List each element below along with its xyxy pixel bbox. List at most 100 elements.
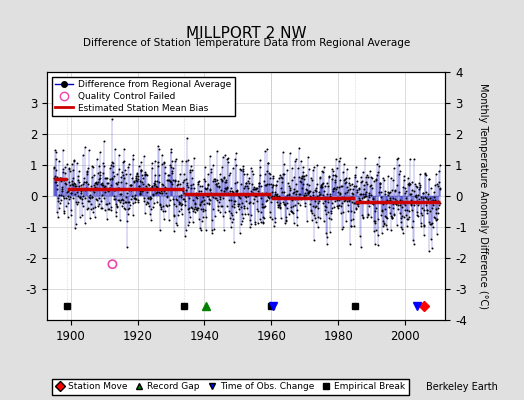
Point (205, 186, 214, 192)
Point (238, 217, 246, 224)
Point (199, 214, 207, 220)
Point (315, 215, 324, 221)
Point (95, 195, 104, 201)
Point (254, 219, 263, 226)
Point (190, 184, 199, 191)
Point (335, 197, 343, 203)
Point (279, 198, 287, 205)
Point (288, 165, 297, 172)
Point (111, 208, 119, 215)
Point (166, 178, 174, 184)
Point (425, 248, 434, 254)
Point (334, 202, 342, 209)
Point (323, 180, 332, 186)
Point (237, 166, 245, 173)
Point (301, 195, 310, 202)
Point (260, 204, 268, 210)
Point (376, 189, 385, 196)
Point (385, 190, 393, 196)
Point (108, 158, 117, 165)
Point (93, 197, 101, 204)
Point (401, 195, 410, 201)
Point (305, 182, 314, 188)
Point (214, 192, 223, 198)
Point (425, 176, 433, 182)
Point (369, 195, 377, 202)
Point (249, 171, 258, 177)
Point (213, 177, 221, 183)
Point (185, 209, 194, 215)
Point (311, 204, 319, 210)
Point (298, 184, 306, 191)
Point (220, 175, 228, 181)
Point (414, 202, 422, 208)
Point (143, 185, 151, 192)
Point (410, 188, 419, 194)
Point (84, 180, 93, 187)
Point (114, 197, 122, 203)
Point (112, 212, 121, 219)
Point (400, 173, 409, 180)
Point (285, 192, 293, 198)
Point (350, 182, 358, 189)
Point (116, 199, 125, 205)
Point (244, 185, 252, 192)
Point (51, 179, 59, 186)
Point (381, 206, 389, 212)
Point (78, 212, 86, 218)
Point (95, 171, 104, 178)
Point (399, 199, 407, 206)
Point (378, 218, 387, 224)
Point (275, 202, 283, 209)
Point (124, 205, 133, 212)
Point (199, 208, 207, 214)
Point (280, 161, 289, 167)
Point (311, 214, 319, 221)
Point (390, 210, 399, 217)
Point (370, 218, 379, 224)
Text: Difference of Station Temperature Data from Regional Average: Difference of Station Temperature Data f… (83, 38, 410, 48)
Point (54, 192, 63, 198)
Point (71, 186, 80, 192)
Point (416, 184, 424, 190)
Point (184, 222, 192, 228)
Point (359, 194, 368, 200)
Point (174, 181, 182, 187)
Point (277, 174, 285, 180)
Point (407, 197, 415, 203)
Point (86, 215, 94, 222)
Point (384, 189, 392, 195)
Point (145, 202, 153, 209)
Point (108, 174, 116, 181)
Point (374, 242, 382, 248)
Point (258, 204, 267, 211)
Point (135, 163, 144, 170)
Point (238, 215, 247, 221)
Point (65, 166, 73, 172)
Point (141, 171, 149, 177)
Point (202, 213, 210, 220)
Point (277, 185, 285, 192)
Point (204, 171, 212, 177)
Point (154, 142, 162, 149)
Point (243, 204, 251, 211)
Point (280, 195, 289, 202)
Point (59, 192, 67, 199)
Point (209, 162, 217, 168)
Point (406, 191, 414, 198)
Point (268, 193, 276, 200)
Point (215, 184, 223, 190)
Point (385, 198, 394, 204)
Point (408, 179, 416, 185)
Point (132, 173, 140, 179)
Point (230, 239, 238, 246)
Point (260, 148, 269, 154)
Point (104, 200, 113, 206)
Point (405, 213, 413, 220)
Point (344, 208, 353, 214)
Point (424, 190, 433, 197)
Point (184, 195, 193, 201)
Point (372, 177, 380, 183)
Point (396, 168, 404, 174)
Point (363, 172, 371, 178)
